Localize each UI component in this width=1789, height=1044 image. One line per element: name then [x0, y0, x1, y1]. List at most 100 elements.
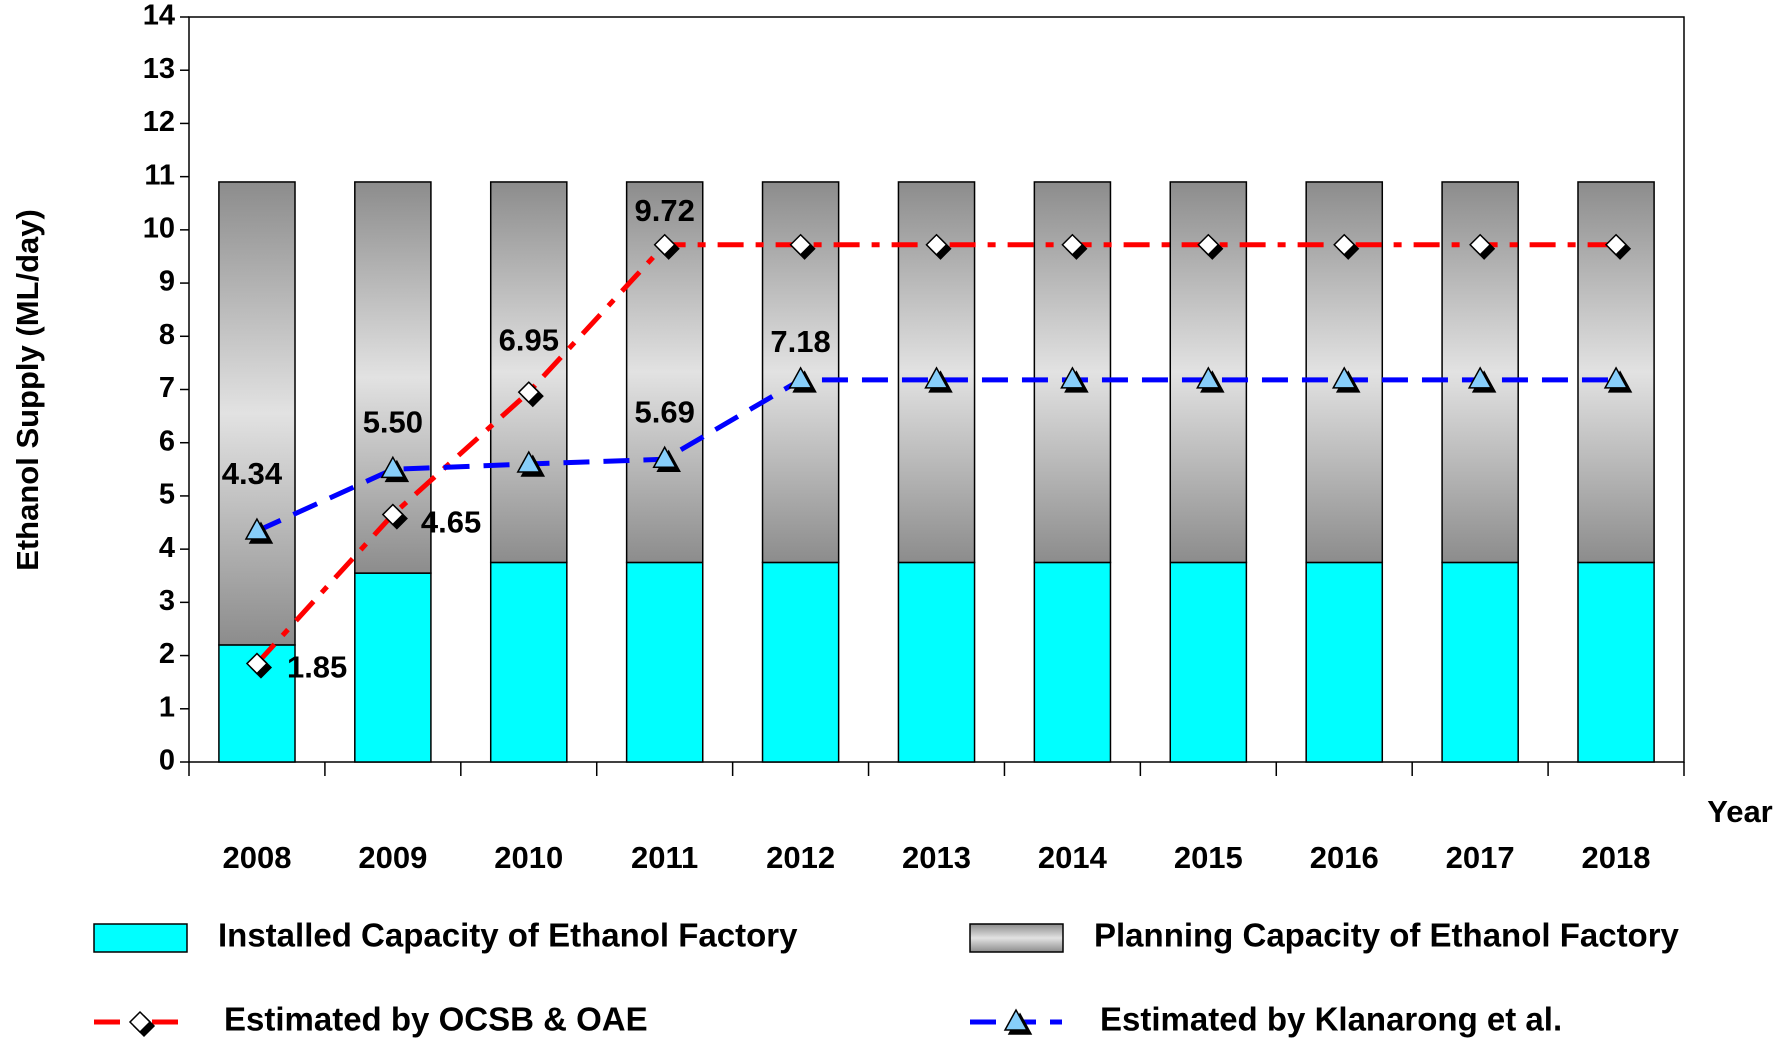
bar [1305, 561, 1384, 763]
bar [761, 561, 840, 763]
diamond-marker [1197, 233, 1224, 260]
diamond-marker [1469, 233, 1496, 260]
bar [218, 181, 296, 646]
diamond-marker [653, 233, 680, 260]
y-tick-label: 11 [144, 159, 175, 191]
data-label: 4.34 [222, 456, 283, 491]
y-tick-label: 0 [159, 745, 175, 777]
y-tick-label: 8 [159, 319, 175, 351]
data-label: 1.85 [287, 650, 347, 685]
line [255, 377, 1617, 534]
diamond-marker [1061, 233, 1088, 260]
legend-label: Installed Capacity of Ethanol Factory [218, 917, 798, 954]
marker-shape [653, 233, 676, 256]
y-tick-label: 7 [159, 372, 175, 404]
y-tick-label: 12 [143, 106, 175, 138]
bar [1033, 561, 1112, 763]
diamond-marker [245, 652, 273, 679]
x-tick-label: 2013 [902, 840, 971, 875]
marker-shape [1061, 233, 1084, 256]
triangle-marker [1196, 366, 1225, 393]
triangle-marker [1467, 366, 1497, 393]
x-tick-label: 2017 [1446, 840, 1515, 875]
triangle-marker [244, 517, 274, 544]
y-tick-label: 3 [159, 585, 175, 617]
x-tick-label: 2012 [766, 840, 835, 875]
marker-shape [1333, 233, 1356, 256]
marker-shape [924, 366, 949, 389]
y-tick-label: 6 [159, 425, 175, 457]
marker-shape [788, 366, 813, 389]
marker-shape [128, 1010, 152, 1034]
data-label: 5.69 [635, 394, 695, 429]
bar [489, 561, 568, 763]
marker-shape [652, 445, 677, 468]
bar [354, 572, 432, 763]
diamond-marker [925, 233, 952, 260]
data-label: 4.65 [421, 505, 481, 540]
bar [1441, 561, 1519, 763]
triangle-marker [924, 366, 953, 393]
legend-label: Estimated by Klanarong et al. [1100, 1001, 1562, 1038]
x-tick-label: 2015 [1174, 840, 1243, 875]
marker-shape [925, 233, 948, 256]
marker-shape [1060, 366, 1085, 389]
marker-shape [789, 233, 812, 256]
marker-shape [1003, 1008, 1029, 1031]
marker-shape [244, 517, 270, 540]
data-label: 7.18 [770, 324, 830, 359]
x-axis-label: Year [1707, 794, 1773, 829]
marker-shape [1467, 366, 1493, 389]
marker-shape [381, 503, 404, 526]
legend-swatch [969, 923, 1064, 953]
marker-shape [1603, 366, 1629, 389]
triangle-marker [1003, 1008, 1033, 1035]
x-tick-label: 2016 [1310, 840, 1379, 875]
legend-swatch [93, 923, 188, 953]
marker-shape [517, 381, 540, 404]
bar [1577, 561, 1655, 763]
legend-label: Estimated by OCSB & OAE [224, 1001, 648, 1038]
x-tick-label: 2010 [494, 840, 563, 875]
bar [625, 561, 704, 763]
y-tick-label: 10 [143, 213, 175, 245]
bar [489, 181, 568, 564]
marker-shape [1331, 366, 1357, 389]
marker-shape [1469, 233, 1492, 256]
diamond-marker [1604, 233, 1632, 260]
x-tick-label: 2011 [631, 840, 698, 875]
y-tick-label: 2 [159, 638, 175, 670]
marker-shape [1197, 233, 1220, 256]
triangle-marker [652, 445, 681, 472]
legend-label: Planning Capacity of Ethanol Factory [1094, 917, 1680, 954]
bar [1169, 561, 1248, 763]
triangle-marker [1331, 366, 1361, 393]
triangle-marker [380, 455, 410, 483]
diamond-marker [789, 233, 816, 260]
data-label: 6.95 [499, 322, 559, 357]
y-tick-label: 1 [159, 691, 175, 723]
y-tick-label: 9 [159, 266, 175, 298]
marker-shape [516, 450, 542, 473]
x-tick-label: 2018 [1582, 840, 1651, 875]
data-label: 9.72 [635, 193, 695, 228]
triangle-marker [788, 366, 817, 393]
y-tick-label: 14 [143, 0, 175, 32]
bar [897, 561, 976, 763]
data-label: 5.50 [363, 405, 423, 440]
marker-shape [380, 455, 406, 479]
x-tick-label: 2009 [358, 840, 427, 875]
triangle-marker [1060, 366, 1089, 393]
y-axis-label: Ethanol Supply (ML/day) [10, 209, 45, 571]
marker-shape [245, 652, 269, 675]
y-tick-label: 5 [159, 479, 175, 511]
marker-shape [1196, 366, 1221, 389]
marker-shape [1604, 233, 1628, 256]
triangle-marker [1603, 366, 1633, 393]
diamond-marker [517, 381, 544, 408]
triangle-marker [516, 450, 546, 477]
x-tick-label: 2008 [222, 840, 291, 875]
y-tick-label: 13 [143, 53, 175, 85]
diamond-marker [1333, 233, 1360, 260]
